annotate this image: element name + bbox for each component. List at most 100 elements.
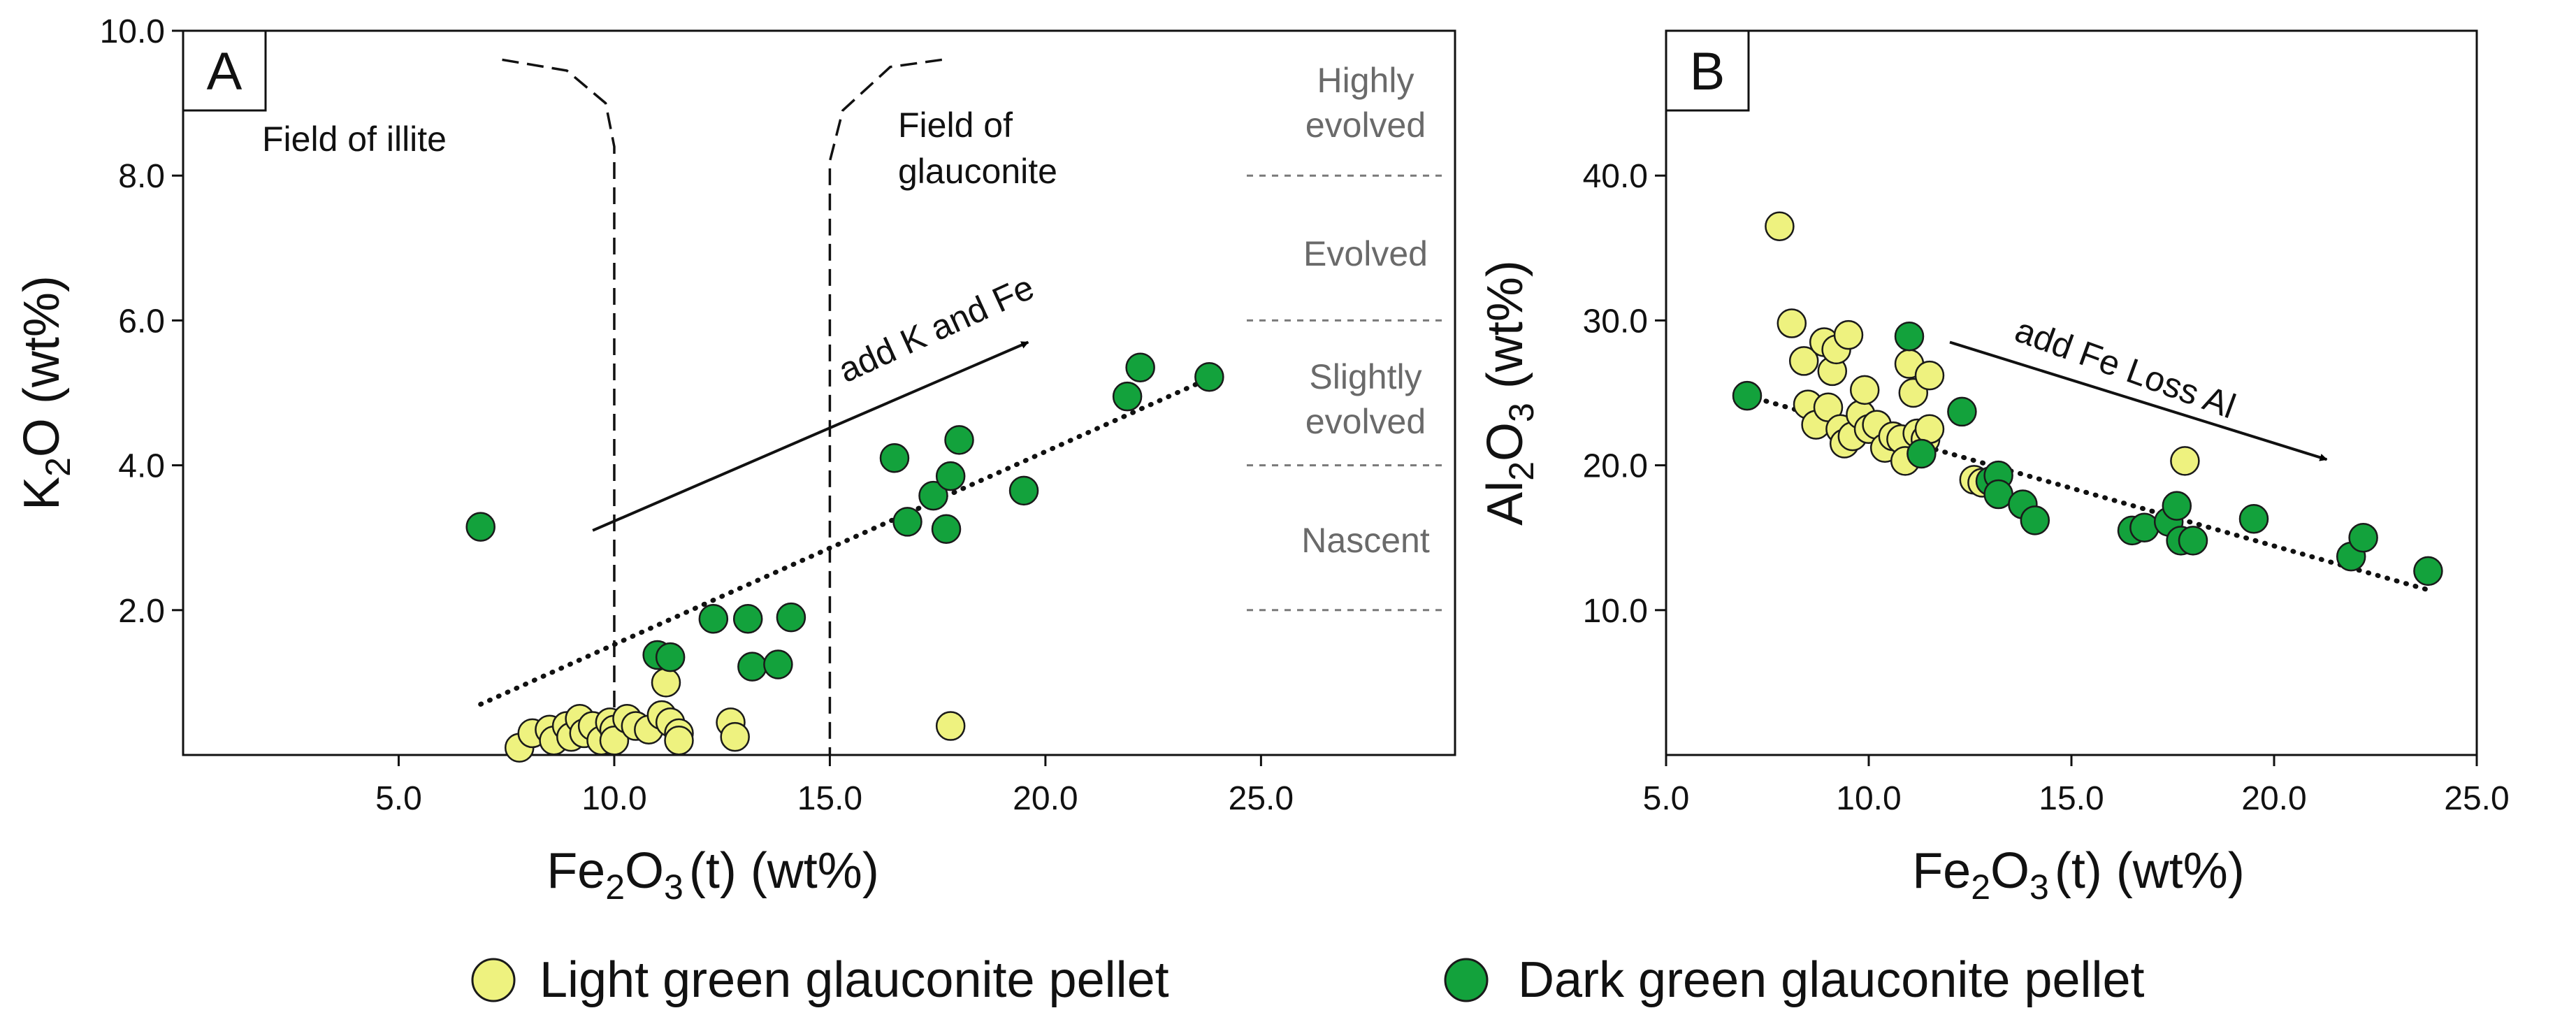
x-tick-label: 20.0 bbox=[1013, 780, 1078, 817]
dark-green-point bbox=[2348, 522, 2378, 553]
y-tick-label: 40.0 bbox=[1583, 158, 1648, 195]
panel-b-y-axis-title: Al2O3 (wt%) bbox=[1477, 260, 1541, 526]
panel-b-dark-points bbox=[1732, 321, 2443, 587]
dark-green-point bbox=[698, 603, 729, 634]
dark-green-point bbox=[918, 480, 948, 511]
panel-a-letter-box bbox=[182, 29, 267, 112]
x-tick-label: 5.0 bbox=[1643, 780, 1690, 817]
panel-a-frame bbox=[182, 29, 1456, 756]
light-green-point bbox=[1914, 360, 1945, 391]
dark-green-point bbox=[879, 442, 910, 473]
glauconite-field-label-line1: Field of bbox=[898, 106, 1013, 145]
panel-a: 2.0 4.0 6.0 8.0 10.0 5.0 10.0 15.0 20.0 25.0 A F… bbox=[14, 13, 1456, 907]
y-tick-label: 20.0 bbox=[1583, 448, 1648, 485]
light-green-point bbox=[651, 668, 681, 698]
dark-green-point bbox=[931, 514, 962, 545]
dark-green-point bbox=[776, 602, 806, 633]
panel-b: 10.0 20.0 30.0 40.0 5.0 10.0 15.0 20.0 25.0 B a… bbox=[1477, 29, 2510, 907]
illite-field-boundary bbox=[502, 58, 616, 755]
light-green-point bbox=[935, 711, 966, 741]
legend-dark-marker bbox=[1444, 958, 1489, 1002]
panel-b-x-ticks: 5.0 10.0 15.0 20.0 25.0 bbox=[1643, 755, 2510, 817]
stage-highly-evolved-line2: evolved bbox=[1305, 106, 1426, 145]
x-tick-label: 25.0 bbox=[2444, 780, 2509, 817]
y-tick-label: 2.0 bbox=[118, 593, 165, 630]
glauconite-field-label-line2: glauconite bbox=[898, 152, 1057, 191]
glauconite-field-boundary bbox=[828, 58, 943, 755]
light-green-point bbox=[720, 721, 750, 752]
x-tick-label: 20.0 bbox=[2241, 780, 2306, 817]
x-tick-label: 5.0 bbox=[375, 780, 422, 817]
dark-green-point bbox=[2178, 526, 2208, 556]
y-tick-label: 10.0 bbox=[100, 13, 165, 50]
panel-a-dark-points bbox=[465, 352, 1224, 682]
x-tick-label: 15.0 bbox=[797, 780, 862, 817]
stage-nascent: Nascent bbox=[1301, 521, 1430, 560]
light-green-point bbox=[1777, 308, 1807, 338]
dark-green-point bbox=[2020, 505, 2050, 535]
y-tick-label: 10.0 bbox=[1583, 593, 1648, 630]
panel-a-y-axis-title: K2O (wt%) bbox=[14, 275, 78, 510]
panel-a-light-points bbox=[504, 668, 966, 763]
dark-green-point bbox=[892, 507, 922, 537]
light-green-point bbox=[1765, 211, 1795, 241]
stage-evolved: Evolved bbox=[1303, 234, 1428, 273]
dark-green-point bbox=[2129, 512, 2159, 542]
x-tick-label: 10.0 bbox=[1836, 780, 1901, 817]
x-tick-label: 15.0 bbox=[2039, 780, 2104, 817]
panel-b-letter: B bbox=[1690, 42, 1725, 101]
dark-green-point bbox=[1906, 438, 1937, 469]
panel-a-trend-line bbox=[478, 375, 1212, 707]
dark-green-point bbox=[1894, 321, 1925, 352]
panel-b-light-points bbox=[1765, 211, 2200, 498]
y-tick-label: 4.0 bbox=[118, 448, 165, 485]
light-green-point bbox=[1914, 414, 1945, 445]
dark-green-point bbox=[2238, 504, 2269, 534]
panel-b-frame bbox=[1665, 29, 2478, 756]
panel-a-letter: A bbox=[207, 42, 243, 101]
panel-b-y-ticks: 10.0 20.0 30.0 40.0 bbox=[1583, 158, 1666, 630]
panel-b-arrow bbox=[1949, 340, 2328, 461]
legend-light-label: Light green glauconite pellet bbox=[540, 952, 1169, 1008]
dark-green-point bbox=[732, 603, 763, 634]
dark-green-point bbox=[465, 512, 495, 542]
panel-b-x-axis-title: Fe2O3 (t) (wt%) bbox=[1912, 843, 2245, 907]
light-green-point bbox=[1788, 346, 1819, 376]
panel-a-arrow bbox=[592, 340, 1029, 532]
dark-green-point bbox=[655, 642, 686, 672]
dark-green-point bbox=[1125, 352, 1155, 382]
y-tick-label: 6.0 bbox=[118, 303, 165, 340]
panel-b-arrow-label: add Fe Loss Al bbox=[2010, 310, 2241, 426]
panel-b-letter-box bbox=[1665, 29, 1750, 112]
dark-green-point bbox=[944, 425, 974, 455]
x-tick-label: 25.0 bbox=[1229, 780, 1294, 817]
panel-a-x-axis-title: Fe2O3 (t) (wt%) bbox=[547, 843, 879, 907]
panel-a-y-ticks: 2.0 4.0 6.0 8.0 10.0 bbox=[100, 13, 183, 630]
legend: Light green glauconite pellet Dark green… bbox=[471, 952, 2145, 1008]
dark-green-point bbox=[935, 461, 966, 491]
dark-green-point bbox=[2413, 556, 2443, 587]
dark-green-point bbox=[1008, 475, 1039, 506]
stage-highly-evolved-line1: Highly bbox=[1317, 61, 1414, 100]
y-tick-label: 8.0 bbox=[118, 158, 165, 195]
stage-labels: Highly evolved Evolved Slightly evolved … bbox=[1301, 61, 1430, 560]
light-green-point bbox=[1833, 319, 1864, 350]
light-green-point bbox=[1849, 375, 1880, 405]
dark-green-point bbox=[1947, 396, 1977, 427]
illite-field-label: Field of illite bbox=[262, 120, 447, 159]
stage-dividers bbox=[1247, 174, 1445, 612]
dark-green-point bbox=[1732, 380, 1763, 411]
panel-a-arrow-label: add K and Fe bbox=[832, 268, 1039, 390]
dark-green-point bbox=[1194, 361, 1224, 392]
legend-light-marker bbox=[471, 958, 516, 1002]
light-green-point bbox=[2170, 446, 2200, 476]
legend-dark-label: Dark green glauconite pellet bbox=[1518, 952, 2145, 1008]
x-tick-label: 10.0 bbox=[581, 780, 646, 817]
light-green-point bbox=[599, 726, 630, 756]
dark-green-point bbox=[1112, 381, 1143, 412]
stage-slightly-evolved-line1: Slightly bbox=[1309, 357, 1421, 396]
dark-green-point bbox=[2162, 491, 2192, 521]
dark-green-point bbox=[763, 649, 793, 679]
light-green-point bbox=[664, 726, 694, 756]
